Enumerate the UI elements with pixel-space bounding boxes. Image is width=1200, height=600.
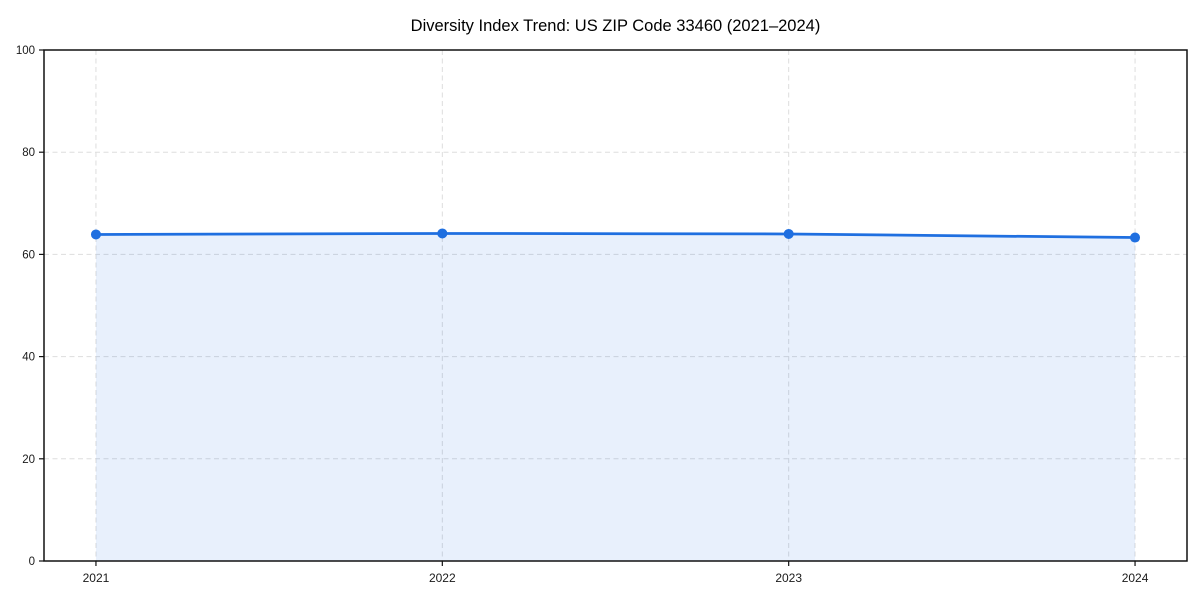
data-point-2023 [783,228,794,239]
y-tick-label-40: 40 [22,352,35,364]
marker-layer [90,228,1141,243]
x-tick-label-2024: 2024 [1122,571,1149,585]
y-tick-label-80: 80 [22,147,35,159]
x-tick-label-2023: 2023 [775,571,802,585]
y-tick-label-0: 0 [29,556,35,568]
x-tick-label-2021: 2021 [83,571,110,585]
data-point-2024 [1130,232,1141,243]
chart-title: Diversity Index Trend: US ZIP Code 33460… [411,17,821,35]
x-tick-label-2022: 2022 [429,571,456,585]
y-tick-label-20: 20 [22,454,35,466]
spine-layer [43,49,1188,562]
series-area [95,233,1136,561]
axes-spines [43,49,1188,562]
tick-layer: 0 20 40 60 80 100 2021 2022 2023 2024 [16,45,1149,585]
data-point-2021 [90,229,101,240]
y-tick-label-60: 60 [22,249,35,261]
series-line [94,232,1137,239]
area-layer [95,233,1136,561]
line-layer [94,232,1137,239]
y-tick-label-100: 100 [16,45,35,57]
data-point-2022 [437,228,448,239]
